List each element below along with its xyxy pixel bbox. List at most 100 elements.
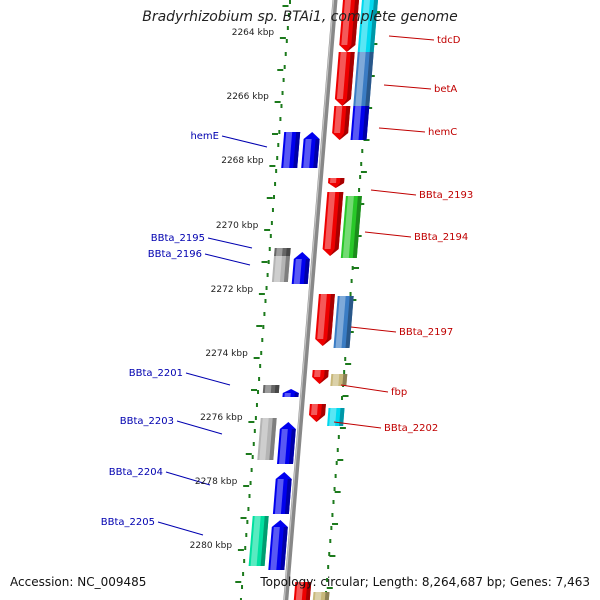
gene-label-bbta-2196: BBta_2196 [148, 249, 202, 260]
hemC-partner-gene [350, 106, 370, 140]
tick-dot [248, 494, 251, 498]
gene-label-bbta-2193: BBta_2193 [419, 190, 473, 201]
tick-dot [341, 396, 344, 400]
tick-dot [280, 104, 283, 108]
gene-label-bbta-2201: BBta_2201 [129, 368, 183, 379]
leader-line-fbp [340, 384, 389, 393]
leader-line-bbta-2203 [176, 420, 223, 435]
BBta_2202-gene [309, 404, 326, 422]
gene-shadow [283, 256, 290, 282]
gene-highlight [341, 0, 351, 45]
fbp-partner-gene [330, 374, 348, 386]
gene-label-fbp: fbp [391, 387, 407, 398]
tick-dot [330, 526, 333, 530]
gene-highlight [279, 429, 288, 464]
gene-highlight [311, 404, 318, 415]
tick-dot [266, 273, 269, 277]
leader-line-beta [383, 84, 432, 90]
tick-dot [257, 390, 260, 394]
leader-line-heme [221, 135, 268, 148]
leader-line-bbta-2193 [370, 189, 417, 196]
gene-shadow [362, 106, 370, 140]
gene-shadow [345, 296, 354, 348]
gene-shadow [260, 516, 269, 566]
gene-shadow [330, 192, 344, 256]
tick-dot [250, 468, 253, 472]
tick-dot [244, 546, 247, 550]
next-red-gene [293, 582, 312, 600]
leader-line-bbta-2202 [333, 421, 382, 429]
tick-dot [329, 539, 332, 543]
tick-dot [271, 208, 274, 212]
gene-shadow [289, 429, 296, 464]
tick-dot [246, 520, 249, 524]
gene-label-bbta-2204: BBta_2204 [109, 467, 163, 478]
tick-dot [249, 481, 252, 485]
gene-label-bbta-2195: BBta_2195 [151, 233, 205, 244]
next-olive-gene [312, 592, 330, 600]
tick-dot [331, 513, 334, 517]
coordinate-label-2270-kbp: 2270 kbp [216, 221, 259, 231]
gene-shadow [286, 248, 291, 256]
tick-dot [279, 117, 282, 121]
tick-dot [274, 182, 277, 186]
gene-label-hemc: hemC [428, 127, 457, 138]
betA-gene [334, 52, 355, 106]
gene-highlight [324, 192, 336, 249]
gene-highlight [264, 385, 272, 393]
coordinate-label-2266-kbp: 2266 kbp [226, 92, 269, 102]
tick-dot [262, 325, 265, 329]
coordinate-label-2276-kbp: 2276 kbp [200, 413, 243, 423]
gene-shadow [342, 52, 355, 106]
backbone-highlight [283, 0, 335, 600]
leader-line-bbta-2197 [350, 326, 397, 333]
map-title: Bradyrhizobium sp. BTAi1, complete genom… [142, 9, 458, 25]
gene-shadow [274, 385, 280, 393]
gene-highlight [335, 296, 346, 348]
hemE-partner-gene [301, 132, 320, 168]
gene-shadow [322, 294, 335, 346]
gene-features [248, 0, 378, 600]
tick-dot [258, 377, 261, 381]
gene-callouts: hemE BBta_2195 BBta_2196 BBta_2201 BBta_2203… [101, 35, 473, 536]
tick-dot [281, 91, 284, 95]
tick-dot [332, 500, 335, 504]
tick-dot [327, 565, 330, 569]
left-tick-track [235, 0, 291, 600]
gene-shadow [319, 370, 329, 384]
tick-dot [278, 130, 281, 134]
tick-dot [264, 299, 267, 303]
gene-highlight [276, 248, 283, 256]
gene-highlight [270, 527, 280, 570]
BBta_2201-gene [262, 385, 280, 393]
tick-dot [337, 435, 340, 439]
coordinate-label-2272-kbp: 2272 kbp [211, 285, 254, 295]
BBta_2201-partner-gene [282, 389, 299, 397]
tdcD-gene [339, 0, 359, 52]
gene-highlight [274, 479, 284, 514]
gene-shadow [303, 259, 310, 284]
gene-highlight [342, 196, 354, 258]
tick-dot [333, 487, 336, 491]
tick-dot [334, 474, 337, 478]
gene-shadow [335, 178, 345, 188]
backbone-line [283, 0, 338, 600]
gene-label-beta: betA [434, 84, 457, 95]
tick-dot [239, 598, 242, 600]
gene-highlight [334, 106, 343, 133]
tick-dot [260, 351, 263, 355]
gene-shadow [280, 527, 288, 570]
tick-dot [336, 448, 339, 452]
tick-dot [277, 143, 280, 147]
betA-partner-gene [353, 52, 374, 106]
tick-dot [265, 286, 268, 290]
tick-dot [241, 585, 244, 589]
tick-dot [255, 403, 258, 407]
tick-dot [270, 221, 273, 225]
tick-dot [261, 338, 264, 342]
tick-dot [276, 156, 279, 160]
gene-highlight [352, 106, 362, 140]
gene-highlight [303, 139, 312, 168]
